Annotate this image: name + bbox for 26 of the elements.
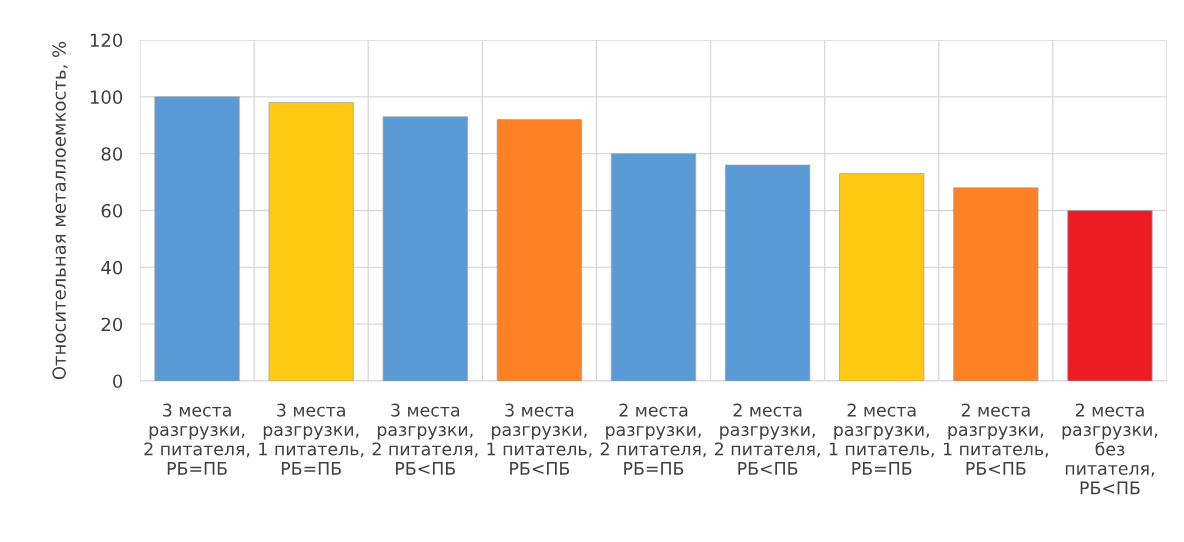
y-tick-label: 80: [101, 147, 123, 161]
x-tick-label: 2 места разгрузки, 2 питателя, РБ<ПБ: [714, 403, 820, 475]
bar: [1067, 210, 1153, 381]
x-tick-label: 3 места разгрузки, 2 питателя, РБ<ПБ: [372, 403, 478, 475]
y-axis-title: Относительная металлоемкость, %: [52, 41, 68, 380]
bar: [610, 153, 697, 381]
bar: [268, 102, 354, 381]
bar: [839, 173, 925, 381]
x-tick-label: 2 места разгрузки, без питателя, РБ<ПБ: [1062, 403, 1158, 495]
x-tick-label: 3 места разгрузки, 1 питатель, РБ=ПБ: [259, 403, 364, 475]
x-tick-label: 3 места разгрузки, 1 питатель, РБ<ПБ: [487, 403, 592, 475]
y-tick-label: 0: [113, 374, 123, 389]
x-tick-label: 2 места разгрузки, 1 питатель, РБ<ПБ: [943, 403, 1048, 475]
y-tick-label: 120: [90, 33, 123, 48]
x-tick-label: 3 места разгрузки, 2 питателя, РБ=ПБ: [144, 403, 250, 475]
bar: [496, 119, 582, 381]
y-tick-label: 60: [101, 203, 123, 218]
bar: [725, 164, 811, 381]
bar: [382, 116, 468, 381]
y-tick-label: 100: [90, 90, 123, 104]
x-tick-label: 2 места разгрузки, 1 питатель, РБ=ПБ: [829, 403, 934, 475]
y-tick-label: 20: [101, 317, 123, 332]
bar: [953, 187, 1039, 381]
x-tick-label: 2 места разгрузки, 2 питателя, РБ=ПБ: [600, 403, 706, 475]
bar: [154, 96, 240, 381]
y-tick-label: 40: [101, 260, 123, 275]
